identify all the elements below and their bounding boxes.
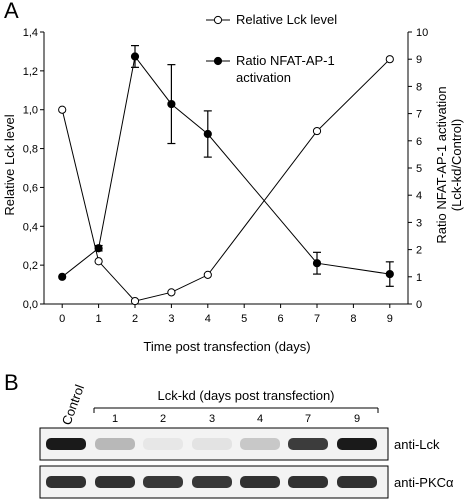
x-tick-label: 8 [350, 313, 356, 325]
y-right-tick-label: 4 [416, 190, 422, 202]
legend-label-lck: Relative Lck level [236, 12, 337, 27]
x-tick-label: 1 [96, 313, 102, 325]
blot-band [337, 476, 377, 488]
blot-band [46, 438, 86, 450]
y-right-tick-label: 7 [416, 109, 422, 121]
legend-label-nfat-line1: Ratio NFAT-AP-1 [236, 53, 335, 68]
series-line-1 [61, 55, 390, 278]
y-left-tick-label: 0,2 [23, 260, 38, 272]
lck-level-point [167, 288, 176, 297]
blot-rows: anti-Lck anti-PKCα [39, 427, 454, 499]
blot-band [95, 476, 135, 488]
y-right-tick-label: 5 [416, 163, 422, 175]
lane-number: 9 [354, 413, 360, 425]
y-left-tick-label: 0,4 [23, 221, 38, 233]
blot-band [192, 476, 232, 488]
lck-kd-group-label: Lck-kd (days post transfection) [157, 388, 334, 403]
nfat-ratio-point [312, 259, 322, 268]
panel-b-letter: B [4, 370, 19, 395]
blot-band [192, 438, 232, 450]
x-tick-label: 9 [387, 313, 393, 325]
line-chart: 0 1 2 3 4 5 6 7 8 9 0,0 0,2 0,4 0,6 0,8 1,0 1,2 1,4 0 1 2 3 4 5… [2, 12, 464, 354]
blot-band [143, 476, 183, 488]
legend-marker-lck [213, 15, 223, 25]
blot-band [288, 476, 328, 488]
series-markers-layer [58, 44, 394, 306]
lck-level-point [94, 257, 103, 266]
y-left-tick-label: 0,6 [23, 182, 38, 194]
y-right-tick-label: 1 [416, 272, 422, 284]
blot-row-0: anti-Lck [39, 427, 440, 461]
nfat-ratio-point [130, 52, 140, 61]
nfat-ratio-point [58, 272, 67, 281]
blot-band [288, 438, 328, 450]
y-left-tick-label: 1,4 [23, 27, 38, 39]
x-tick-label: 3 [168, 313, 174, 325]
blot-band [143, 438, 183, 450]
x-tick-label: 5 [241, 313, 247, 325]
nfat-ratio-point [385, 269, 394, 279]
lck-level-point [203, 270, 212, 279]
blot-row-1: anti-PKCα [39, 465, 454, 499]
y-right-tick-label: 0 [416, 299, 422, 311]
lck-level-point [385, 55, 394, 64]
legend-label-nfat-line2: activation [236, 70, 291, 85]
series-lines-layer [61, 55, 391, 302]
y-axis-right-label-line2: (Lck-kd/Control) [449, 119, 464, 211]
lck-level-point [58, 105, 67, 114]
blot-band [46, 476, 86, 488]
axes-layer: 0 1 2 3 4 5 6 7 8 9 0,0 0,2 0,4 0,6 0,8 1,0 1,2 1,4 0 1 2 3 4 5… [23, 27, 429, 325]
lane-number: 1 [112, 413, 118, 425]
y-axis-left-label: Relative Lck level [2, 114, 17, 215]
x-axis-label: Time post transfection (days) [143, 339, 310, 354]
legend: Relative Lck level Ratio NFAT-AP-1 activat… [206, 12, 337, 85]
y-right-tick-label: 3 [416, 217, 422, 229]
blot-row-label: anti-Lck [394, 437, 440, 452]
lane-numbers: 1 2 3 4 7 9 [112, 413, 360, 425]
nfat-ratio-point [94, 244, 103, 253]
y-right-tick-label: 6 [416, 136, 422, 148]
y-right-tick-label: 8 [416, 81, 422, 93]
x-tick-label: 2 [132, 313, 138, 325]
y-left-tick-label: 1,2 [23, 66, 38, 78]
lck-level-point [130, 296, 140, 306]
blot-band [337, 438, 377, 450]
y-right-tick-label: 2 [416, 245, 422, 257]
x-tick-label: 0 [59, 313, 65, 325]
western-blot: Control Lck-kd (days post transfection) … [39, 382, 454, 499]
y-left-tick-label: 1,0 [23, 105, 38, 117]
blot-band [240, 476, 280, 488]
blot-row-label: anti-PKCα [394, 475, 454, 490]
lane-number: 3 [209, 413, 215, 425]
nfat-ratio-point [167, 99, 176, 109]
blot-band [95, 438, 135, 450]
control-label: Control [59, 382, 87, 427]
y-right-tick-label: 10 [416, 27, 428, 39]
y-axis-right-label-line1: Ratio NFAT-AP-1 activation [434, 86, 449, 243]
nfat-ratio-point [203, 129, 212, 139]
lane-number: 7 [305, 413, 311, 425]
y-right-tick-label: 9 [416, 54, 422, 66]
x-tick-label: 7 [314, 313, 320, 325]
panel-a-letter: A [4, 0, 19, 23]
x-tick-label: 6 [278, 313, 284, 325]
y-left-tick-label: 0,0 [23, 299, 38, 311]
y-left-tick-label: 0,8 [23, 144, 38, 156]
lck-level-point [312, 126, 322, 136]
legend-marker-nfat [213, 56, 223, 66]
lane-number: 4 [257, 413, 263, 425]
lane-number: 2 [160, 413, 166, 425]
x-tick-label: 4 [205, 313, 211, 325]
blot-band [240, 438, 280, 450]
